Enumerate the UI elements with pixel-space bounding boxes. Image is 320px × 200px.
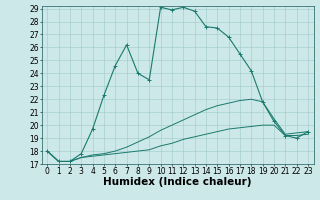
X-axis label: Humidex (Indice chaleur): Humidex (Indice chaleur)	[103, 177, 252, 187]
